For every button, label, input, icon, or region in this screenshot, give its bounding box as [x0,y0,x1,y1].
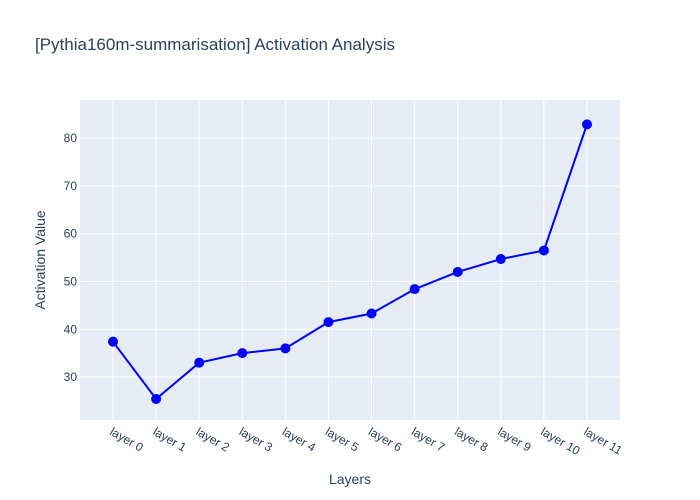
y-tick-label: 50 [64,274,78,288]
x-tick-label: layer 7 [409,424,447,454]
y-tick-label: 70 [64,179,78,193]
x-tick-label: layer 11 [582,424,625,457]
x-tick-label: layer 6 [366,424,404,454]
x-tick-label: layer 1 [151,424,189,454]
series-line [112,124,588,401]
chart-title: [Pythia160m-summarisation] Activation An… [35,35,395,54]
x-tick-label: layer 4 [280,424,318,454]
grid [80,100,620,420]
y-tick-label: 40 [64,322,78,336]
y-axis-title: Activation Value [32,210,48,310]
data-point[interactable] [151,393,162,404]
x-axis-ticks: layer 0 layer 1 layer 2 layer 3 layer 4 layer… [108,424,625,458]
series-layer [108,119,592,404]
y-tick-label: 30 [64,370,78,384]
x-tick-label: layer 9 [495,424,533,454]
data-point[interactable] [194,357,205,368]
data-point[interactable] [366,308,377,319]
x-tick-label: layer 2 [194,424,232,454]
data-point[interactable] [237,348,248,359]
data-point[interactable] [108,336,118,347]
data-point[interactable] [280,343,291,354]
x-tick-label: layer 5 [323,424,361,454]
x-tick-label: layer 3 [237,424,275,454]
x-tick-label: layer 10 [538,424,582,458]
data-point[interactable] [452,266,463,277]
data-point[interactable] [538,245,549,256]
y-tick-label: 60 [64,227,78,241]
data-point[interactable] [323,317,334,328]
x-tick-label: layer 8 [452,424,490,454]
data-point[interactable] [582,119,592,130]
y-tick-label: 80 [64,131,78,145]
x-axis-title: Layers [329,471,371,487]
x-tick-label: layer 0 [108,424,146,454]
data-point[interactable] [495,254,506,265]
plot-area [80,100,620,420]
data-point[interactable] [409,284,420,295]
y-axis-ticks: 30 40 50 60 70 80 [64,131,78,384]
